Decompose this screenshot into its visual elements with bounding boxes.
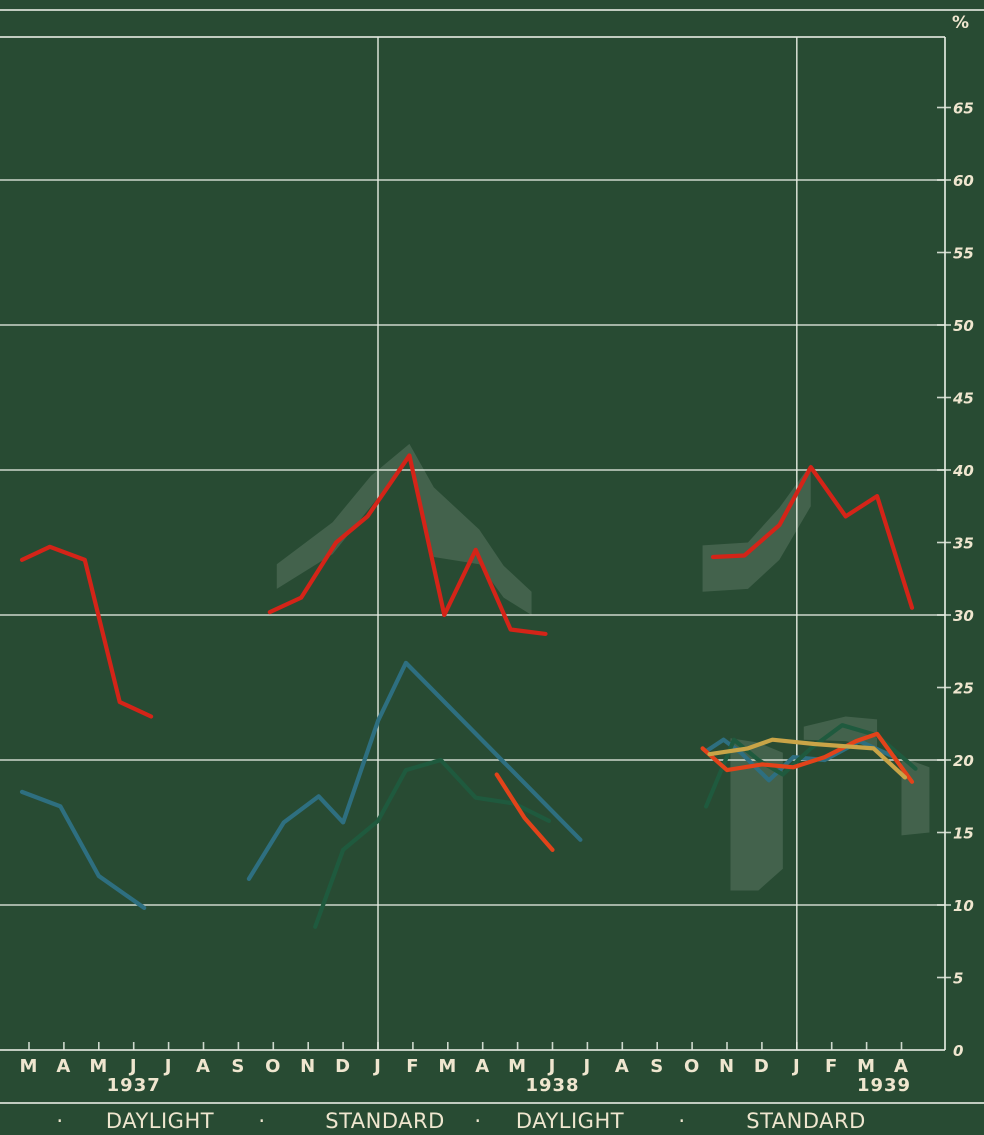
ytick-label: 40	[952, 462, 974, 480]
period-label: ·	[258, 1109, 265, 1133]
series-line-segment	[267, 453, 548, 637]
month-label: D	[335, 1056, 351, 1077]
year-label: 1939	[857, 1075, 911, 1096]
period-label: STANDARD	[325, 1109, 445, 1133]
ytick-label: 5	[953, 970, 963, 988]
variability-band	[730, 738, 783, 891]
series-line-segment	[700, 731, 915, 784]
series-line-segment	[19, 544, 154, 719]
month-label: O	[265, 1056, 281, 1077]
month-label: N	[719, 1056, 735, 1077]
series-line-segment	[313, 757, 552, 929]
month-label: M	[508, 1056, 527, 1077]
ytick-label: 25	[953, 680, 974, 698]
series-line-segment	[19, 789, 147, 911]
ytick-label: 60	[953, 172, 974, 190]
month-label: N	[300, 1056, 316, 1077]
month-label: F	[825, 1056, 838, 1077]
variability-band	[702, 464, 811, 592]
month-label: D	[754, 1056, 770, 1077]
year-label: 1937	[107, 1075, 161, 1096]
variability-band	[276, 443, 532, 615]
period-label: ·	[56, 1109, 63, 1133]
month-label: A	[615, 1056, 630, 1077]
series-line-segment	[710, 465, 915, 610]
series-line-segment	[494, 772, 555, 853]
ytick-label: 20	[953, 752, 974, 770]
month-label: M	[438, 1056, 457, 1077]
series-orange-red	[494, 731, 915, 853]
series-red	[19, 453, 915, 719]
period-label: ·	[474, 1109, 481, 1133]
month-label: S	[231, 1056, 245, 1077]
month-label: J	[372, 1056, 382, 1077]
ytick-label: 45	[952, 390, 974, 408]
month-label: M	[89, 1056, 108, 1077]
period-label: ·	[678, 1109, 685, 1133]
ytick-label: 0	[953, 1042, 963, 1060]
ytick-label: 15	[953, 825, 974, 843]
month-label: J	[582, 1056, 592, 1077]
series-lines	[19, 453, 918, 929]
month-label: A	[475, 1056, 490, 1077]
month-label: M	[20, 1056, 39, 1077]
ytick-label: 55	[953, 245, 974, 263]
series-line-segment	[707, 737, 908, 780]
y-unit-label: %	[952, 13, 969, 33]
month-label: O	[684, 1056, 700, 1077]
period-label: DAYLIGHT	[106, 1109, 214, 1133]
period-label: STANDARD	[746, 1109, 866, 1133]
ytick-label: 35	[953, 535, 974, 553]
month-label: A	[894, 1056, 909, 1077]
month-label: J	[547, 1056, 557, 1077]
ytick-label: 10	[953, 897, 974, 915]
month-label: J	[163, 1056, 173, 1077]
month-label: A	[56, 1056, 71, 1077]
month-label: S	[650, 1056, 664, 1077]
ytick-label: 30	[953, 607, 974, 625]
series-yellow	[707, 737, 908, 780]
month-label: A	[196, 1056, 211, 1077]
month-label: M	[857, 1056, 876, 1077]
month-label: J	[791, 1056, 801, 1077]
ytick-label: 50	[953, 317, 974, 335]
month-label: J	[128, 1056, 138, 1077]
year-label: 1938	[525, 1075, 579, 1096]
ytick-label: 65	[953, 100, 974, 118]
period-label: DAYLIGHT	[516, 1109, 624, 1133]
month-label: F	[406, 1056, 419, 1077]
series-line-segment	[246, 660, 583, 882]
